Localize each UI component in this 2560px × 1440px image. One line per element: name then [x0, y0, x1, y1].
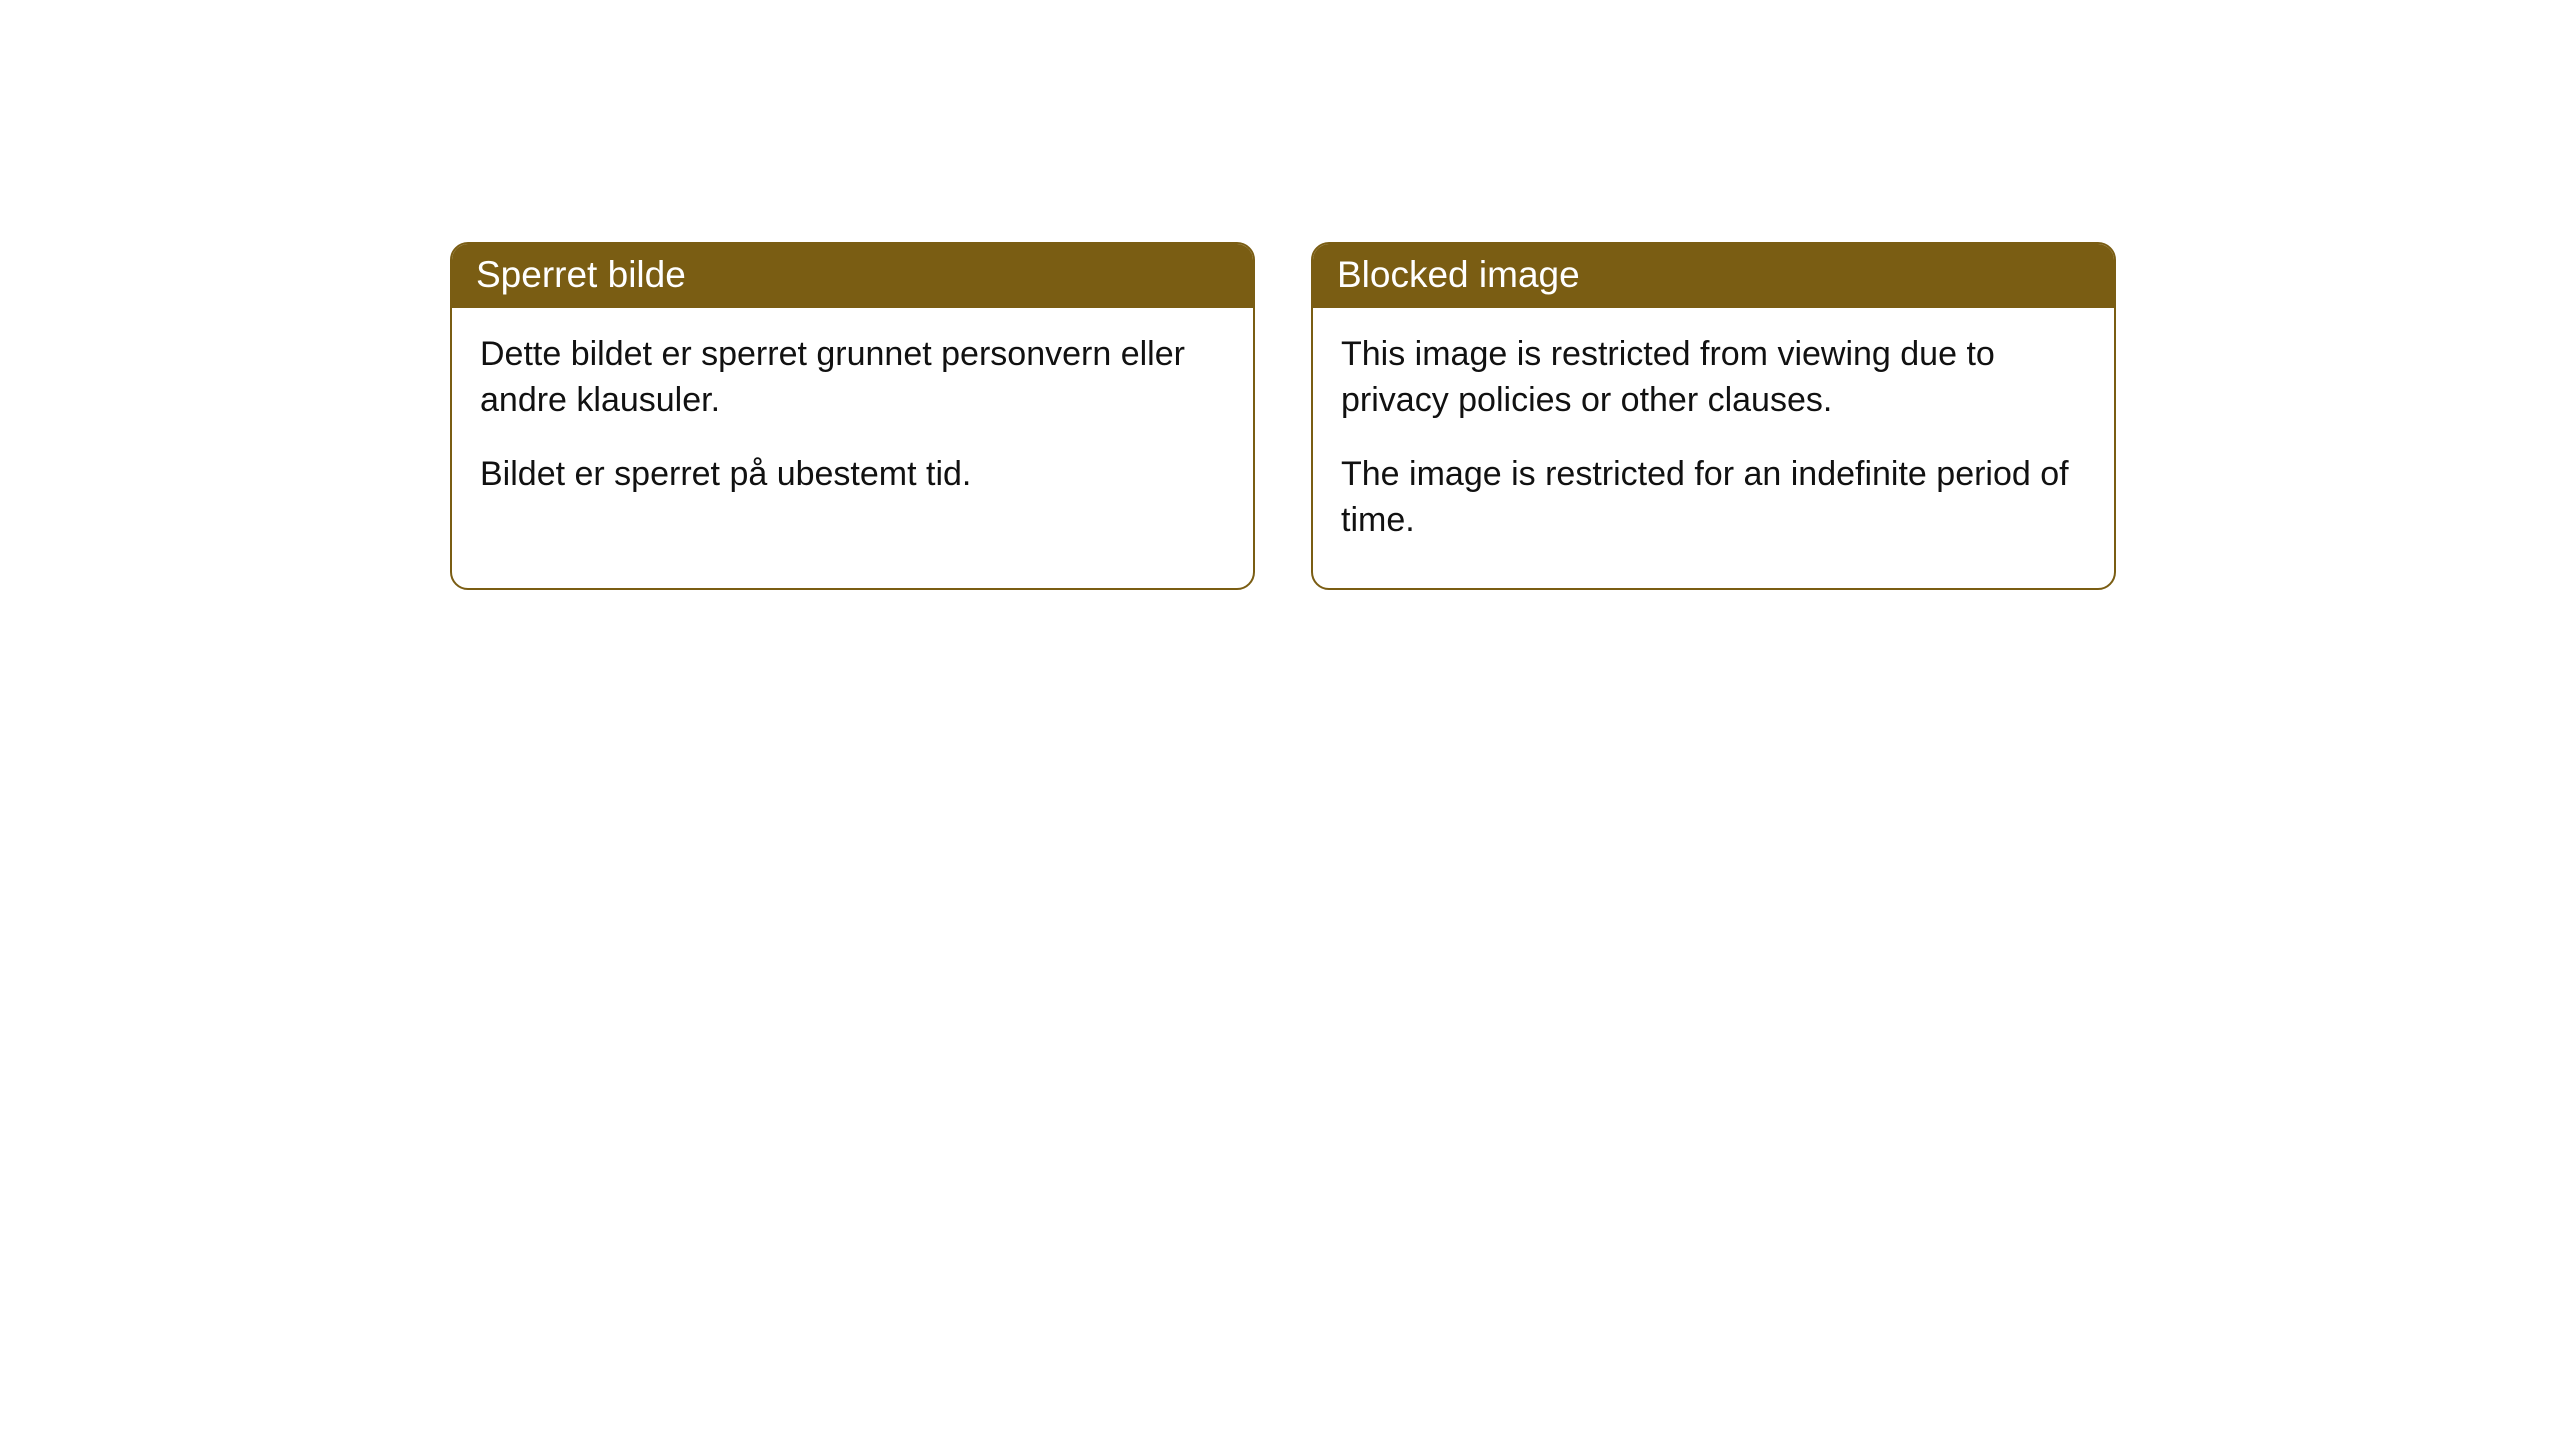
notice-paragraph: The image is restricted for an indefinit…: [1341, 452, 2086, 544]
notice-card-norwegian: Sperret bilde Dette bildet er sperret gr…: [450, 242, 1255, 590]
notice-card-english: Blocked image This image is restricted f…: [1311, 242, 2116, 590]
notice-container: Sperret bilde Dette bildet er sperret gr…: [450, 242, 2116, 590]
notice-header: Blocked image: [1313, 244, 2114, 308]
notice-paragraph: Dette bildet er sperret grunnet personve…: [480, 332, 1225, 424]
notice-body: This image is restricted from viewing du…: [1313, 308, 2114, 588]
notice-header: Sperret bilde: [452, 244, 1253, 308]
notice-body: Dette bildet er sperret grunnet personve…: [452, 308, 1253, 542]
notice-paragraph: Bildet er sperret på ubestemt tid.: [480, 452, 1225, 498]
notice-paragraph: This image is restricted from viewing du…: [1341, 332, 2086, 424]
